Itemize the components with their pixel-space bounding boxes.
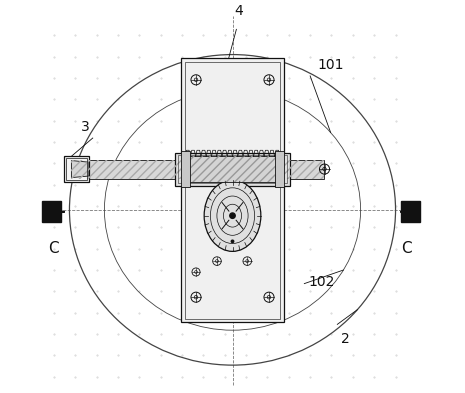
- Bar: [185, 62, 280, 319]
- Text: 4: 4: [234, 4, 243, 18]
- Bar: [401, 201, 420, 222]
- Text: 2: 2: [341, 332, 350, 346]
- Bar: [72, 160, 181, 178]
- Bar: [284, 160, 324, 178]
- Text: 101: 101: [318, 58, 345, 72]
- Bar: [66, 158, 87, 180]
- Ellipse shape: [204, 180, 261, 252]
- Bar: [275, 151, 284, 187]
- Bar: [72, 160, 181, 178]
- Bar: [185, 156, 280, 182]
- Bar: [64, 156, 89, 182]
- Bar: [178, 155, 287, 183]
- Text: C: C: [49, 241, 59, 256]
- Text: 3: 3: [80, 120, 89, 134]
- Polygon shape: [72, 161, 89, 178]
- Bar: [185, 156, 280, 182]
- Bar: [181, 151, 190, 187]
- Bar: [42, 201, 61, 222]
- Bar: [175, 152, 290, 185]
- Circle shape: [230, 213, 235, 219]
- Bar: [181, 59, 284, 322]
- Bar: [284, 160, 324, 178]
- Text: C: C: [401, 241, 412, 256]
- Circle shape: [231, 239, 234, 243]
- Text: 102: 102: [308, 275, 335, 289]
